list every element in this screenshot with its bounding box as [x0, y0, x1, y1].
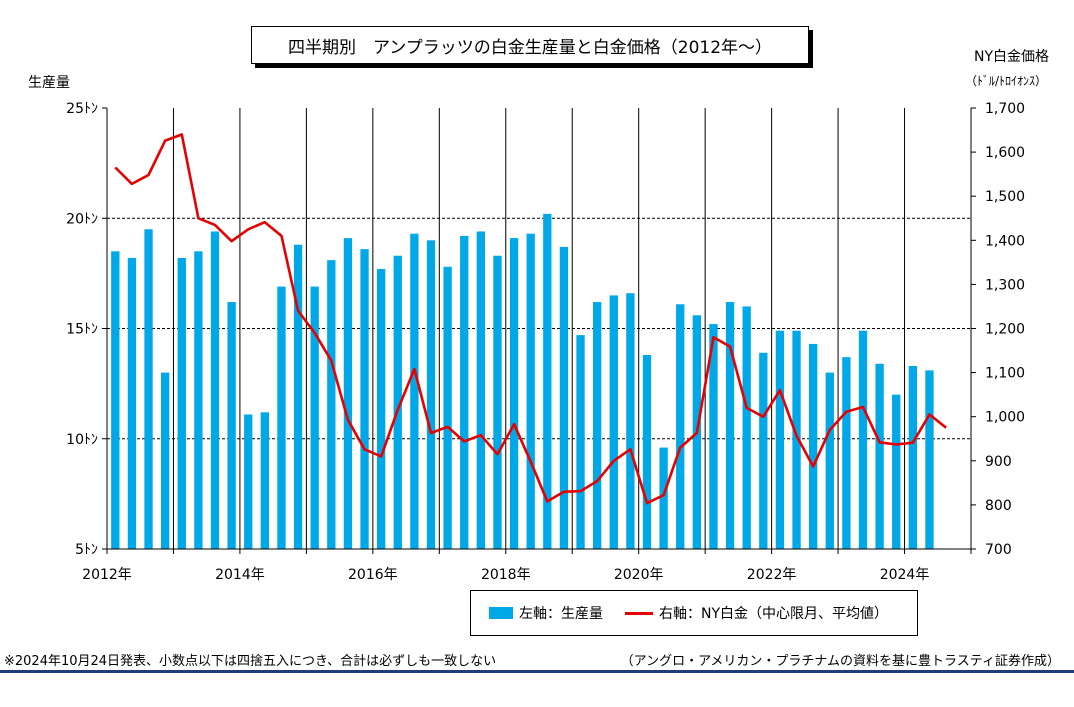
x-tick-label: 2018年 — [481, 567, 531, 583]
production-bar — [310, 286, 319, 549]
right-tick-label: 800 — [985, 498, 1012, 514]
production-bar — [626, 293, 635, 549]
production-bar — [244, 414, 253, 549]
right-tick-label: 1,500 — [985, 189, 1025, 205]
left-tick-label: 15ﾄﾝ — [66, 322, 98, 338]
production-bar — [377, 268, 386, 549]
footnote-right: （アングロ・アメリカン・プラチナムの資料を基に豊トラスティ証券作成） — [620, 654, 1060, 669]
left-tick-label: 5ﾄﾝ — [75, 542, 98, 558]
production-bar — [476, 231, 485, 550]
right-tick-label: 1,400 — [985, 233, 1025, 249]
production-bar — [360, 249, 369, 549]
production-bar — [892, 394, 901, 549]
production-bar — [144, 229, 153, 549]
production-bar — [277, 286, 286, 549]
production-bar — [858, 330, 868, 549]
production-bar — [127, 257, 137, 549]
x-tick-label: 2014年 — [215, 567, 265, 583]
production-bar — [742, 306, 751, 549]
price-line-layer — [114, 133, 947, 505]
production-bar — [210, 231, 220, 550]
left-axis-title: 生産量 — [28, 75, 70, 91]
tick-labels: 5ﾄﾝ 10ﾄﾝ 15ﾄﾝ 20ﾄﾝ 25ﾄﾝ 700 800 900 1,000 1,100 1,… — [66, 101, 1025, 583]
right-tick-label: 1,200 — [985, 322, 1025, 338]
production-bar — [792, 330, 801, 549]
production-bar — [111, 251, 120, 549]
right-axis-unit: （ﾄﾞﾙ/ﾄﾛｲｵﾝｽ） — [965, 74, 1048, 88]
production-bar — [759, 352, 768, 549]
right-tick-label: 1,300 — [985, 277, 1025, 293]
x-tick-label: 2022年 — [747, 567, 797, 583]
x-tick-label: 2020年 — [614, 567, 664, 583]
left-tick-label: 20ﾄﾝ — [66, 211, 98, 227]
right-axis-title: NY白金価格 — [974, 49, 1050, 65]
right-tick-label: 1,100 — [985, 366, 1025, 382]
production-bar — [908, 365, 917, 549]
production-bar — [526, 233, 535, 549]
right-tick-label: 1,700 — [985, 101, 1025, 117]
x-tick-label: 2012年 — [82, 567, 132, 583]
production-bar — [543, 213, 552, 549]
production-bar — [343, 238, 353, 549]
production-bar — [161, 372, 170, 549]
production-bar — [676, 304, 685, 549]
production-bar — [725, 302, 735, 549]
footer-rule — [0, 670, 1074, 673]
legend-label-price: 右軸：NY白金（中心限月、平均値） — [659, 606, 889, 622]
right-tick-label: 900 — [985, 454, 1012, 470]
production-bar — [809, 343, 818, 549]
x-tick-label: 2016年 — [348, 567, 398, 583]
production-bar — [410, 233, 419, 549]
legend-item-production: 左軸：生産量 — [489, 603, 603, 623]
production-bar — [260, 412, 269, 549]
left-tick-label: 10ﾄﾝ — [66, 432, 98, 448]
right-tick-label: 1,000 — [985, 410, 1025, 426]
production-bar — [609, 295, 618, 549]
production-bar — [493, 255, 502, 550]
legend-label-production: 左軸：生産量 — [519, 606, 603, 622]
production-bar — [642, 354, 652, 549]
right-tick-label: 700 — [985, 542, 1012, 558]
production-bar — [426, 240, 436, 550]
legend-item-price: 右軸：NY白金（中心限月、平均値） — [625, 603, 888, 623]
production-bar — [227, 302, 236, 549]
axes — [102, 107, 976, 554]
footnote-left: ※2024年10月24日発表、小数点以下は四捨五入につき、合計は必ずしも一致しな… — [4, 654, 497, 669]
production-bar — [194, 251, 203, 549]
production-bar — [775, 330, 785, 549]
production-bar — [659, 447, 668, 549]
price-line — [114, 133, 947, 505]
left-tick-label: 25ﾄﾝ — [66, 101, 98, 117]
production-bar — [393, 255, 402, 550]
production-bar — [293, 244, 303, 549]
production-bar — [875, 363, 884, 549]
legend: 左軸：生産量 右軸：NY白金（中心限月、平均値） — [470, 590, 918, 636]
legend-bar-swatch — [489, 607, 513, 619]
production-bar — [559, 246, 569, 550]
production-bar — [327, 260, 336, 549]
grid-lines — [107, 108, 971, 549]
chart-title: 四半期別 アンプラッツの白金生産量と白金価格（2012年～） — [251, 26, 809, 64]
production-bar — [460, 235, 469, 549]
production-bars — [111, 213, 934, 550]
production-bar — [443, 266, 452, 549]
production-bar — [576, 335, 585, 549]
production-bar — [709, 324, 718, 549]
production-bar — [509, 238, 519, 549]
legend-line-swatch — [625, 611, 653, 615]
production-bar — [177, 257, 186, 549]
production-bar — [825, 372, 834, 549]
production-bar — [925, 370, 934, 549]
production-bar — [842, 357, 851, 549]
x-tick-label: 2024年 — [880, 567, 930, 583]
right-tick-label: 1,600 — [985, 145, 1025, 161]
production-bar — [593, 302, 602, 549]
